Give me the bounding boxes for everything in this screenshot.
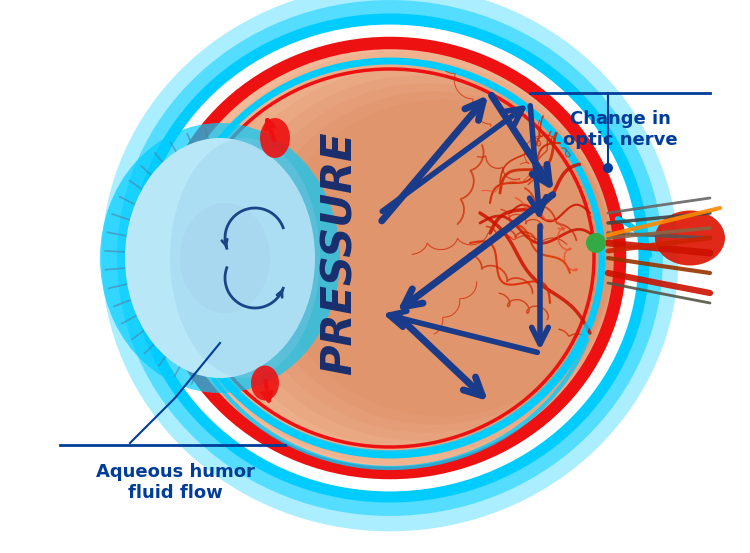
FancyArrowPatch shape <box>618 219 650 255</box>
Ellipse shape <box>160 43 620 473</box>
Ellipse shape <box>180 203 270 313</box>
Ellipse shape <box>256 91 614 425</box>
Text: PRESSURE: PRESSURE <box>319 131 361 375</box>
Ellipse shape <box>125 138 315 378</box>
Ellipse shape <box>160 43 620 473</box>
Ellipse shape <box>273 100 612 416</box>
Ellipse shape <box>100 123 340 393</box>
Ellipse shape <box>176 51 619 465</box>
Circle shape <box>603 163 613 173</box>
Ellipse shape <box>260 118 290 158</box>
Ellipse shape <box>224 75 616 441</box>
Ellipse shape <box>241 84 614 432</box>
Ellipse shape <box>655 211 725 265</box>
Ellipse shape <box>209 67 616 449</box>
Text: Change in
optic nerve: Change in optic nerve <box>562 110 677 149</box>
Ellipse shape <box>192 59 618 457</box>
Ellipse shape <box>251 366 279 400</box>
Text: Aqueous humor
fluid flow: Aqueous humor fluid flow <box>95 463 254 502</box>
Ellipse shape <box>170 138 320 378</box>
Circle shape <box>586 233 606 253</box>
